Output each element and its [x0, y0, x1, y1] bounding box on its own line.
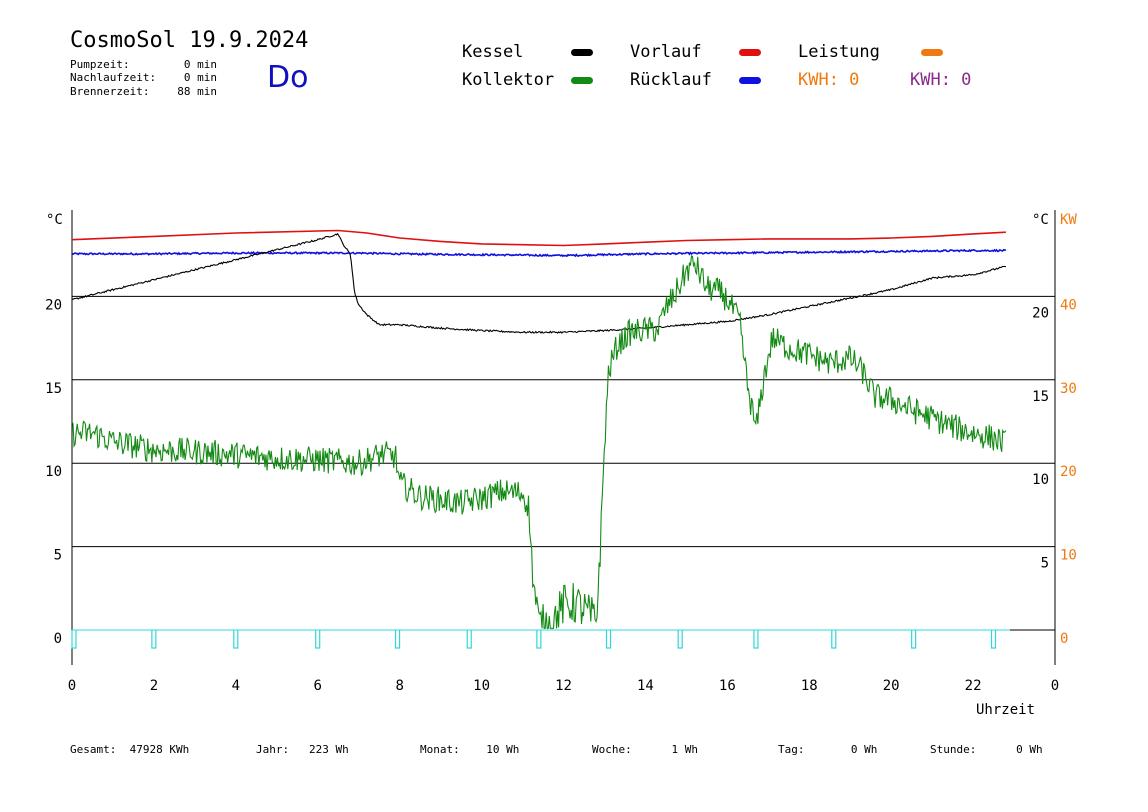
footer-woche: Woche: 1 Wh: [592, 743, 698, 756]
pump-marker-7: [605, 630, 612, 649]
pump-marker-6: [536, 630, 542, 649]
legend-swatch-kessel: [571, 49, 593, 56]
x-tick-7: 14: [637, 678, 654, 694]
y-tick-right-inner-5: 5: [1041, 556, 1049, 572]
x-tick-2: 4: [232, 678, 240, 694]
pump-marker-8: [677, 630, 683, 649]
y-tick-right-inner-10: 10: [1032, 472, 1049, 488]
y-tick-right-outer-10: 10: [1060, 548, 1077, 564]
y-tick-left-20: 20: [45, 297, 62, 313]
pump-marker-12: [990, 630, 997, 649]
stat-label-nachlaufzeit: Nachlaufzeit:: [70, 71, 157, 84]
y-tick-left-5: 5: [54, 548, 62, 564]
stat-value-pumpzeit: 0 min: [183, 58, 217, 71]
pump-marker-5: [466, 630, 472, 649]
y-tick-right-outer-30: 30: [1060, 381, 1077, 397]
weekday-label: Do: [267, 60, 309, 95]
footer-stunde: Stunde: 0 Wh: [930, 743, 1043, 756]
legend-swatch-leistung: [921, 49, 943, 56]
y-unit-right-outer: KW: [1060, 212, 1077, 228]
footer-monat: Monat: 10 Wh: [420, 743, 519, 756]
y-tick-left-10: 10: [45, 464, 62, 480]
legend-label-leistung: Leistung: [798, 42, 880, 62]
pump-marker-10: [831, 630, 837, 649]
series-kessel: [71, 232, 1007, 334]
legend-label-kollektor: Kollektor: [462, 70, 555, 90]
footer-stunde-value: 0 Wh: [1016, 743, 1043, 756]
legend-swatch-kollektor: [571, 77, 593, 84]
y-unit-right-inner: °C: [1032, 212, 1049, 228]
legend-kwh-secondary: KWH: 0: [910, 70, 972, 90]
legend-label-kessel: Kessel: [462, 42, 524, 62]
legend-swatch-ruecklauf: [739, 77, 761, 84]
x-tick-0: 0: [68, 678, 76, 694]
x-axis-label: Uhrzeit: [976, 702, 1035, 718]
legend-label-ruecklauf: Rücklauf: [630, 70, 712, 90]
x-tick-1: 2: [150, 678, 158, 694]
y-tick-right-outer-40: 40: [1060, 297, 1077, 313]
pump-marker-0: [71, 630, 77, 649]
stat-value-brennerzeit: 88 min: [177, 85, 217, 98]
footer-woche-label: Woche:: [592, 743, 632, 756]
y-tick-right-inner-20: 20: [1032, 305, 1049, 321]
x-tick-8: 16: [719, 678, 736, 694]
footer-gesamt: Gesamt: 47928 KWh: [70, 743, 189, 756]
page-title: CosmoSol 19.9.2024: [70, 28, 309, 53]
pump-marker-2: [233, 630, 239, 649]
x-tick-11: 22: [965, 678, 982, 694]
y-unit-left: °C: [46, 212, 63, 228]
x-tick-12: 0: [1051, 678, 1059, 694]
x-tick-3: 6: [314, 678, 322, 694]
x-tick-6: 12: [555, 678, 572, 694]
series-ruecklauf: [71, 248, 1007, 258]
footer-stunde-label: Stunde:: [930, 743, 977, 756]
footer-gesamt-value: 47928 KWh: [129, 743, 190, 756]
footer-gesamt-label: Gesamt:: [70, 743, 117, 756]
x-tick-10: 20: [883, 678, 900, 694]
legend-kwh-leistung: KWH: 0: [798, 70, 860, 90]
stat-value-nachlaufzeit: 0 min: [183, 71, 217, 84]
footer-monat-label: Monat:: [420, 743, 460, 756]
x-tick-5: 10: [473, 678, 490, 694]
pump-marker-3: [315, 630, 321, 649]
x-tick-4: 8: [395, 678, 403, 694]
y-tick-left-15: 15: [45, 381, 62, 397]
stat-label-pumpzeit: Pumpzeit:: [70, 58, 130, 71]
footer-jahr-label: Jahr:: [256, 743, 290, 756]
y-tick-right-outer-20: 20: [1060, 464, 1077, 480]
footer-tag: Tag: 0 Wh: [778, 743, 877, 756]
x-tick-9: 18: [801, 678, 818, 694]
series-kollektor: [71, 254, 1007, 629]
y-tick-left-0: 0: [54, 631, 62, 647]
pump-marker-1: [151, 630, 157, 649]
footer-tag-value: 0 Wh: [850, 743, 878, 756]
pump-marker-9: [753, 630, 759, 649]
stat-label-brennerzeit: Brennerzeit:: [70, 85, 150, 98]
pump-marker-11: [911, 630, 917, 649]
y-tick-right-inner-15: 15: [1032, 389, 1049, 405]
footer-monat-value: 10 Wh: [486, 743, 520, 756]
pump-marker-4: [394, 630, 401, 649]
legend-label-vorlauf: Vorlauf: [630, 42, 702, 62]
footer-jahr: Jahr: 223 Wh: [256, 743, 349, 756]
footer-tag-label: Tag:: [778, 743, 805, 756]
y-tick-right-outer-0: 0: [1060, 631, 1068, 647]
legend-swatch-vorlauf: [739, 49, 761, 56]
footer-woche-value: 1 Wh: [671, 743, 699, 756]
series-vorlauf: [71, 229, 1006, 247]
footer-jahr-value: 223 Wh: [309, 743, 349, 756]
